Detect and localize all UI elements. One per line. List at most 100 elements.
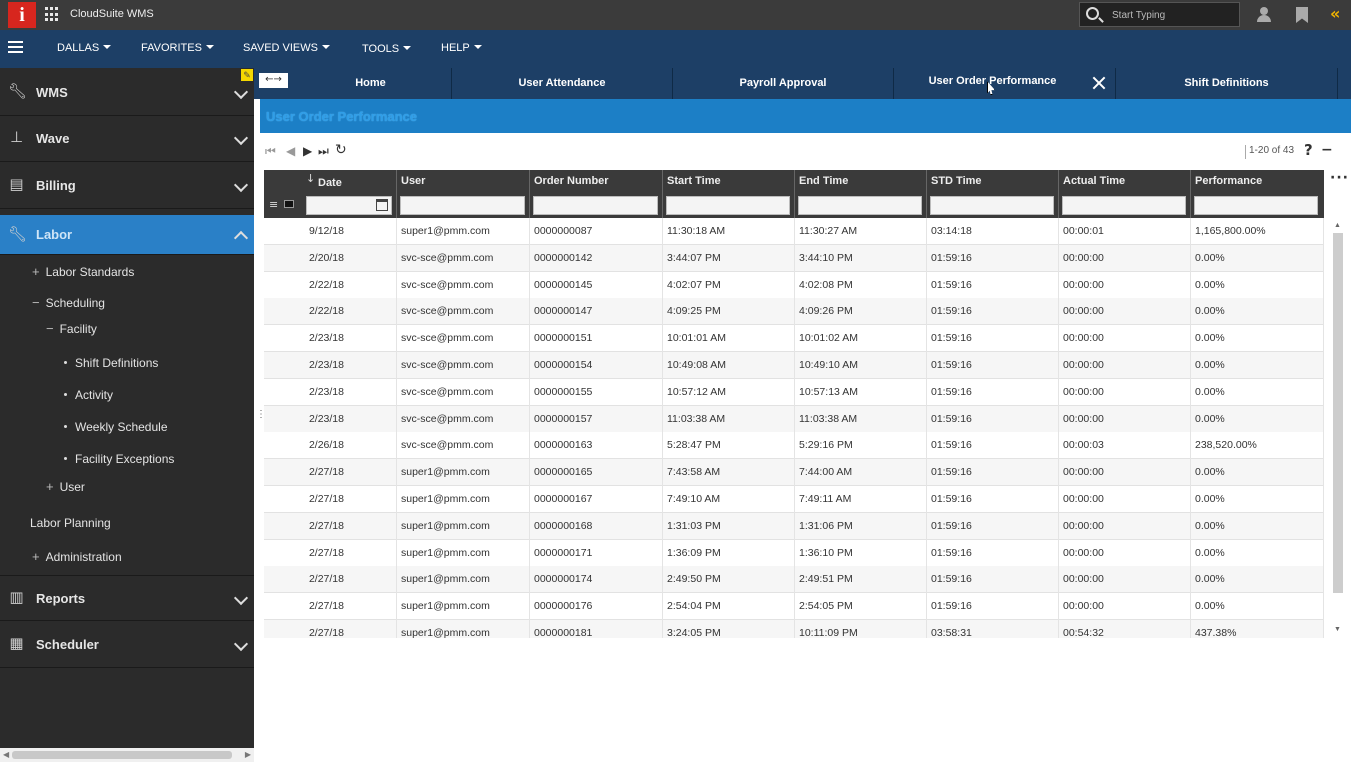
scrollbar-thumb[interactable] bbox=[1333, 233, 1343, 593]
table-row[interactable]: 2/27/18 super1@pmm.com 0000000165 7:43:58 A… bbox=[264, 459, 1324, 487]
sidebar-section-wms[interactable]: 🔧︎ WMS bbox=[0, 70, 254, 116]
minimize-icon[interactable]: − bbox=[1321, 142, 1333, 158]
tab-shift-definitions[interactable]: Shift Definitions bbox=[1116, 68, 1338, 99]
table-row[interactable]: 2/23/18 svc-sce@pmm.com 0000000154 10:49:08… bbox=[264, 352, 1324, 379]
tree-item-weekly-schedule[interactable]: Weekly Schedule bbox=[64, 420, 168, 434]
collapse-minus-icon[interactable]: − bbox=[32, 295, 40, 310]
expand-plus-icon[interactable]: + bbox=[32, 264, 40, 279]
column-header-user[interactable]: User bbox=[397, 170, 530, 218]
next-page-icon[interactable]: ▶ bbox=[303, 144, 313, 158]
chevron-down-icon[interactable] bbox=[233, 177, 249, 193]
more-options-icon[interactable]: ··· bbox=[1330, 170, 1349, 186]
column-header-std-time[interactable]: STD Time bbox=[927, 170, 1059, 218]
chevron-down-icon[interactable] bbox=[233, 636, 249, 652]
table-row[interactable]: 2/26/18 svc-sce@pmm.com 0000000163 5:28:47 … bbox=[264, 432, 1324, 460]
edit-pencil-icon[interactable]: ✎ bbox=[241, 69, 253, 81]
sidebar-section-billing[interactable]: ▤ Billing bbox=[0, 163, 254, 209]
column-header-date[interactable]: ↓ Date ≡ bbox=[264, 170, 397, 218]
order-number-filter-input[interactable] bbox=[533, 196, 658, 215]
menu-tools[interactable]: TOOLS bbox=[362, 43, 412, 55]
sidebar-horizontal-scrollbar[interactable]: ◀ ▶ bbox=[0, 748, 254, 762]
chevron-down-icon[interactable] bbox=[233, 130, 249, 146]
menu-help[interactable]: HELP bbox=[441, 42, 482, 54]
sort-icon[interactable]: ↓ bbox=[306, 172, 316, 185]
tab-user-attendance[interactable]: User Attendance bbox=[452, 68, 673, 99]
first-page-icon[interactable]: ⏮ bbox=[265, 144, 276, 158]
tree-item-facility-exceptions[interactable]: Facility Exceptions bbox=[64, 452, 174, 466]
scroll-up-icon[interactable]: ▲ bbox=[1334, 222, 1341, 229]
global-search[interactable] bbox=[1079, 2, 1240, 27]
column-header-end-time[interactable]: End Time bbox=[795, 170, 927, 218]
help-icon[interactable]: ? bbox=[1304, 141, 1313, 159]
clear-filter-icon[interactable] bbox=[284, 200, 294, 208]
table-row[interactable]: 2/27/18 super1@pmm.com 0000000168 1:31:03 P… bbox=[264, 512, 1324, 540]
scroll-left-icon[interactable]: ◀ bbox=[3, 750, 10, 759]
scroll-down-icon[interactable]: ▼ bbox=[1334, 626, 1341, 633]
tree-item-user[interactable]: + User bbox=[46, 479, 85, 494]
tree-item-labor-standards[interactable]: + Labor Standards bbox=[32, 264, 135, 279]
column-header-performance[interactable]: Performance bbox=[1191, 170, 1324, 218]
actual-time-filter-input[interactable] bbox=[1062, 196, 1186, 215]
table-row[interactable]: 2/27/18 super1@pmm.com 0000000176 2:54:04 P… bbox=[264, 593, 1324, 621]
table-row[interactable]: 2/22/18 svc-sce@pmm.com 0000000147 4:09:25 … bbox=[264, 298, 1324, 326]
tree-item-administration[interactable]: + Administration bbox=[32, 549, 122, 564]
table-row[interactable]: 2/27/18 super1@pmm.com 0000000181 3:24:05 P… bbox=[264, 620, 1324, 638]
table-row[interactable]: 2/23/18 svc-sce@pmm.com 0000000151 10:01:01… bbox=[264, 325, 1324, 353]
sidebar-section-labor[interactable]: 🔧︎ Labor bbox=[0, 215, 254, 255]
user-profile-icon[interactable] bbox=[1257, 7, 1271, 23]
infor-logo[interactable]: i bbox=[8, 2, 36, 28]
search-icon[interactable] bbox=[1086, 7, 1099, 20]
tree-item-activity[interactable]: Activity bbox=[64, 388, 113, 402]
filter-icon[interactable]: ≡ bbox=[269, 198, 279, 211]
expand-plus-icon[interactable]: + bbox=[46, 479, 54, 494]
chevron-down-icon[interactable] bbox=[233, 590, 249, 606]
grid-vertical-scrollbar[interactable]: ▲ ▼ bbox=[1331, 222, 1345, 638]
tree-item-labor-planning[interactable]: Labor Planning bbox=[30, 516, 111, 530]
tab-scroll-arrows-icon[interactable]: ←→ bbox=[259, 73, 288, 88]
table-row[interactable]: 2/20/18 svc-sce@pmm.com 0000000142 3:44:07 … bbox=[264, 244, 1324, 272]
column-header-start-time[interactable]: Start Time bbox=[663, 170, 795, 218]
column-header-order-number[interactable]: Order Number bbox=[530, 170, 663, 218]
scrollbar-thumb[interactable] bbox=[12, 751, 232, 759]
tab-payroll-approval[interactable]: Payroll Approval bbox=[673, 68, 894, 99]
tab-user-order-performance[interactable]: User Order Performance bbox=[894, 68, 1116, 99]
user-filter-input[interactable] bbox=[400, 196, 525, 215]
sidebar-section-scheduler[interactable]: ▦ Scheduler bbox=[0, 622, 254, 668]
tab-home[interactable]: Home bbox=[290, 68, 452, 99]
last-page-icon[interactable]: ⏭ bbox=[318, 144, 329, 158]
previous-page-icon[interactable]: ◀ bbox=[286, 144, 296, 158]
sidebar-section-wave[interactable]: ⊥ Wave bbox=[0, 116, 254, 162]
bookmark-icon[interactable] bbox=[1296, 7, 1308, 23]
start-time-filter-input[interactable] bbox=[666, 196, 790, 215]
table-row[interactable]: 9/12/18 super1@pmm.com 0000000087 11:30:18 … bbox=[264, 218, 1324, 245]
expand-plus-icon[interactable]: + bbox=[32, 549, 40, 564]
end-time-filter-input[interactable] bbox=[798, 196, 922, 215]
scroll-right-icon[interactable]: ▶ bbox=[244, 750, 251, 759]
hamburger-menu-icon[interactable] bbox=[8, 41, 23, 53]
calendar-icon[interactable] bbox=[376, 199, 388, 211]
chevron-down-icon[interactable] bbox=[233, 84, 249, 100]
menu-saved-views[interactable]: SAVED VIEWS bbox=[243, 42, 330, 54]
collapse-minus-icon[interactable]: − bbox=[46, 321, 54, 336]
refresh-icon[interactable]: ↻ bbox=[335, 142, 347, 158]
table-row[interactable]: 2/27/18 super1@pmm.com 0000000167 7:49:10 A… bbox=[264, 486, 1324, 513]
sidebar-section-reports[interactable]: ▥ Reports bbox=[0, 575, 254, 621]
tree-item-scheduling[interactable]: − Scheduling bbox=[32, 295, 105, 310]
table-row[interactable]: 2/23/18 svc-sce@pmm.com 0000000155 10:57:12… bbox=[264, 378, 1324, 406]
menu-favorites[interactable]: FAVORITES bbox=[141, 42, 214, 54]
std-time-filter-input[interactable] bbox=[930, 196, 1054, 215]
table-row[interactable]: 2/23/18 svc-sce@pmm.com 0000000157 11:03:38… bbox=[264, 405, 1324, 433]
column-header-actual-time[interactable]: Actual Time bbox=[1059, 170, 1191, 218]
table-row[interactable]: 2/27/18 super1@pmm.com 0000000171 1:36:09 P… bbox=[264, 539, 1324, 567]
tree-item-shift-definitions[interactable]: Shift Definitions bbox=[64, 356, 158, 370]
search-input[interactable] bbox=[1112, 7, 1232, 23]
chevron-up-icon[interactable] bbox=[233, 230, 249, 246]
date-filter-input[interactable] bbox=[306, 196, 392, 215]
tree-item-facility[interactable]: − Facility bbox=[46, 321, 97, 336]
menu-dallas[interactable]: DALLAS bbox=[57, 42, 112, 54]
table-row[interactable]: 2/27/18 super1@pmm.com 0000000174 2:49:50 P… bbox=[264, 566, 1324, 594]
sidebar-splitter-handle[interactable]: ⋮ bbox=[256, 409, 266, 420]
close-tab-icon[interactable] bbox=[1092, 76, 1106, 90]
double-chevron-left-icon[interactable]: « bbox=[1330, 4, 1341, 23]
performance-filter-input[interactable] bbox=[1194, 196, 1318, 215]
